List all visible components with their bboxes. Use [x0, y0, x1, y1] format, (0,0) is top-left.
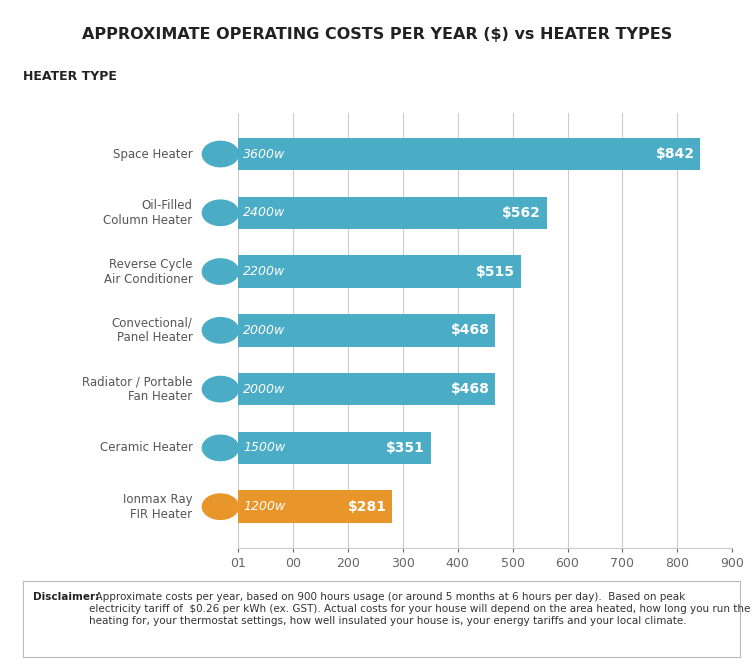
- Text: 2000w: 2000w: [243, 324, 285, 337]
- Text: Ceramic Heater: Ceramic Heater: [100, 442, 193, 454]
- Text: $468: $468: [451, 382, 489, 396]
- X-axis label: Approximate Operating Costs per Year ($): Approximate Operating Costs per Year ($): [320, 584, 650, 598]
- Text: Reverse Cycle
Air Conditioner: Reverse Cycle Air Conditioner: [103, 258, 193, 286]
- Text: Ionmax Ray
FIR Heater: Ionmax Ray FIR Heater: [123, 493, 193, 521]
- Text: 2200w: 2200w: [243, 265, 285, 278]
- Text: $515: $515: [476, 264, 516, 279]
- Text: $351: $351: [387, 441, 425, 455]
- Text: Oil-Filled
Column Heater: Oil-Filled Column Heater: [103, 199, 193, 227]
- Bar: [238, 373, 495, 405]
- Text: 3600w: 3600w: [243, 147, 285, 161]
- Text: 2000w: 2000w: [243, 382, 285, 396]
- Text: HEATER TYPE: HEATER TYPE: [23, 70, 116, 83]
- Text: 2400w: 2400w: [243, 207, 285, 219]
- Text: Convectional/
Panel Heater: Convectional/ Panel Heater: [112, 316, 193, 345]
- Text: 1200w: 1200w: [243, 500, 285, 513]
- Text: $562: $562: [502, 206, 541, 220]
- Bar: [238, 138, 701, 170]
- Text: APPROXIMATE OPERATING COSTS PER YEAR ($) vs HEATER TYPES: APPROXIMATE OPERATING COSTS PER YEAR ($)…: [82, 27, 673, 42]
- Bar: [238, 314, 495, 347]
- Text: 1500w: 1500w: [243, 442, 285, 454]
- Text: $281: $281: [348, 499, 387, 514]
- Text: Approximate costs per year, based on 900 hours usage (or around 5 months at 6 ho: Approximate costs per year, based on 900…: [88, 592, 750, 625]
- Text: $842: $842: [656, 147, 695, 161]
- Text: Space Heater: Space Heater: [112, 147, 193, 161]
- Bar: [238, 491, 393, 523]
- Bar: [238, 256, 521, 288]
- Text: $468: $468: [451, 323, 489, 337]
- Bar: [238, 197, 547, 229]
- Bar: [238, 432, 430, 464]
- Text: Disclaimer:: Disclaimer:: [33, 592, 100, 602]
- Text: Radiator / Portable
Fan Heater: Radiator / Portable Fan Heater: [82, 375, 193, 403]
